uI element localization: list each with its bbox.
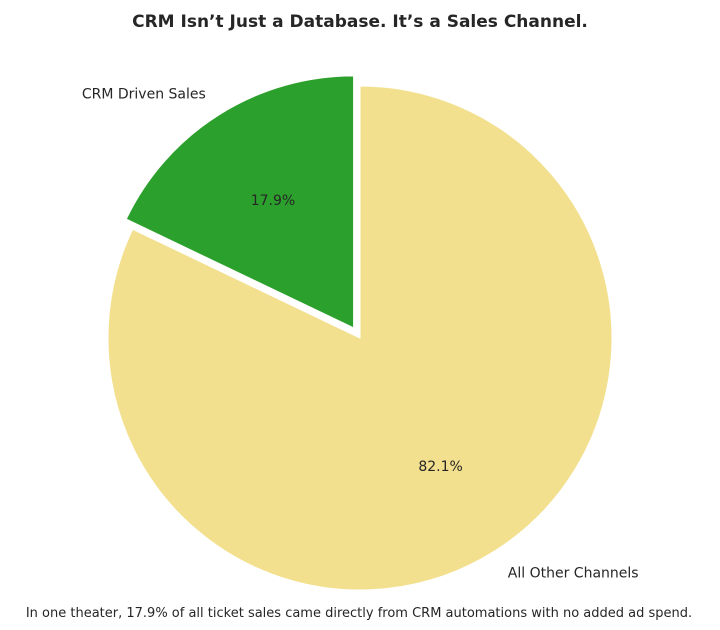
pie-labels: 17.9% CRM Driven Sales 82.1% All Other Chan… bbox=[82, 86, 639, 581]
pie-percent-label: 82.1% bbox=[418, 459, 462, 475]
chart-footnote: In one theater, 17.9% of all ticket sale… bbox=[26, 606, 692, 621]
pie-slices bbox=[107, 75, 613, 591]
pie-percent-label: 17.9% bbox=[251, 193, 295, 209]
pie-slice-all-other-channels bbox=[107, 85, 613, 591]
pie-category-label: All Other Channels bbox=[508, 566, 639, 582]
pie-category-label: CRM Driven Sales bbox=[82, 86, 206, 102]
chart-title: CRM Isn’t Just a Database. It’s a Sales … bbox=[132, 12, 588, 32]
pie-slice-crm-driven-sales bbox=[125, 75, 355, 329]
